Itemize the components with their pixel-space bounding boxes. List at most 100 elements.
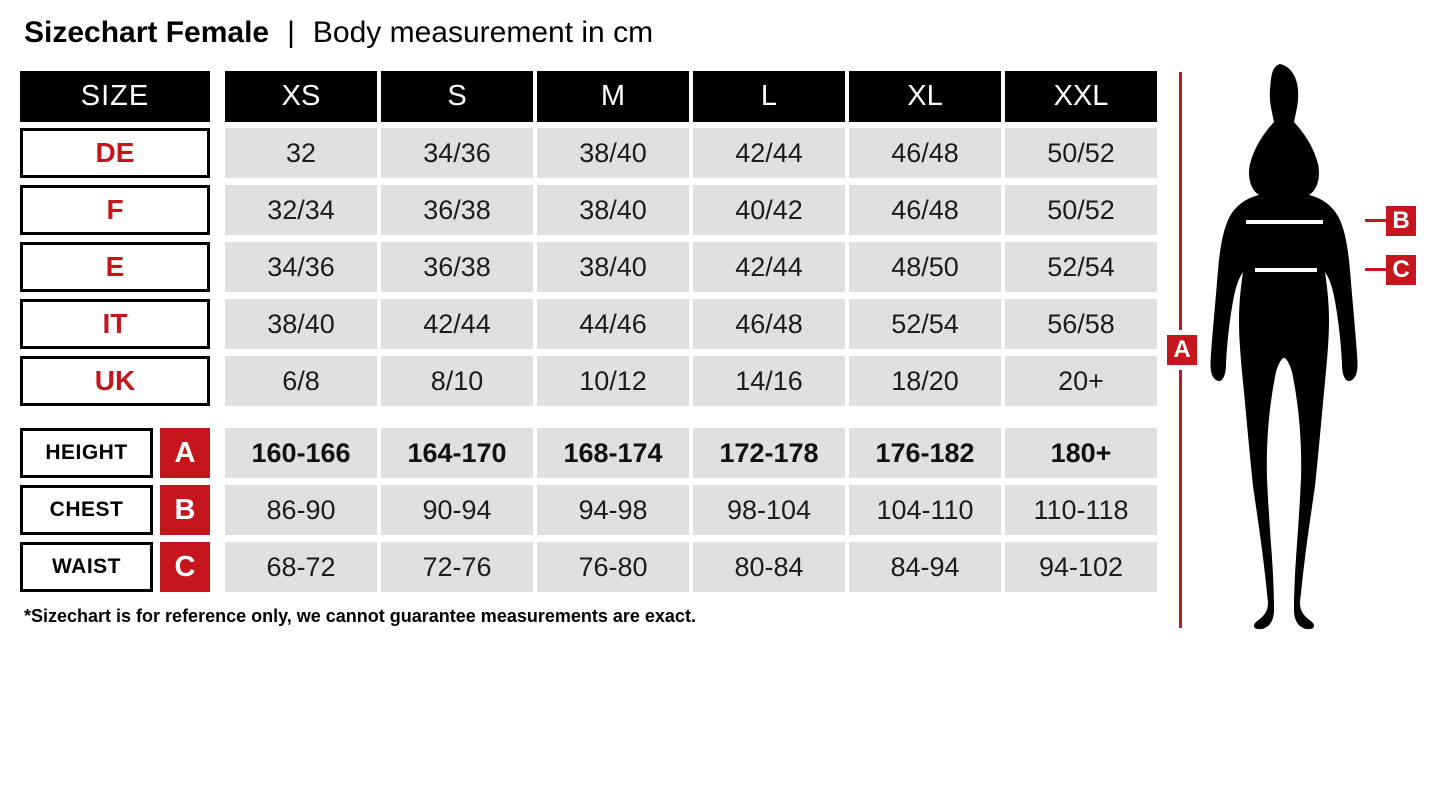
size-value-cell: 46/48 <box>849 128 1001 178</box>
size-value-cell: 52/54 <box>849 299 1001 349</box>
size-value-cell: 38/40 <box>225 299 377 349</box>
size-value-cell: 38/40 <box>537 128 689 178</box>
measure-value-cell: 68-72 <box>225 542 377 592</box>
title-subtitle: Body measurement in cm <box>312 16 654 49</box>
column-header-xxl: XXL <box>1005 71 1157 122</box>
size-value-cell: 56/58 <box>1005 299 1157 349</box>
size-value-cell: 44/46 <box>537 299 689 349</box>
measure-value-cell: 84-94 <box>849 542 1001 592</box>
footnote: *Sizechart is for reference only, we can… <box>24 606 696 626</box>
measure-value-cell: 86-90 <box>225 485 377 535</box>
size-value-cell: 32 <box>225 128 377 178</box>
label-zone: HEIGHT A <box>20 428 210 478</box>
female-silhouette <box>1210 64 1358 630</box>
region-label: IT <box>20 299 210 349</box>
column-header-l: L <box>693 71 845 122</box>
size-value-cell: 18/20 <box>849 356 1001 406</box>
height-line-top-segment <box>1179 72 1182 330</box>
size-value-cell: 10/12 <box>537 356 689 406</box>
label-zone: F <box>20 185 210 235</box>
measure-value-cell: 98-104 <box>693 485 845 535</box>
measure-value-cell: 80-84 <box>693 542 845 592</box>
measurement-letter-badge: A <box>160 428 210 478</box>
size-row-uk: UK 6/8 8/10 10/12 14/16 18/20 20+ <box>20 356 1157 406</box>
chest-marker-badge: B <box>1386 206 1416 236</box>
measure-value-cell: 90-94 <box>381 485 533 535</box>
size-value-cell: 32/34 <box>225 185 377 235</box>
measurement-label: HEIGHT <box>20 428 153 478</box>
measurement-letter-badge: B <box>160 485 210 535</box>
measure-value-cell: 94-102 <box>1005 542 1157 592</box>
size-value-cell: 50/52 <box>1005 128 1157 178</box>
measure-value-cell: 168-174 <box>537 428 689 478</box>
region-label: E <box>20 242 210 292</box>
size-table: SIZE XS S M L XL XXL DE 32 34/36 38/40 42/44 46/48 50… <box>20 71 1157 599</box>
size-value-cell: 8/10 <box>381 356 533 406</box>
measurement-letter-badge: C <box>160 542 210 592</box>
size-value-cell: 36/38 <box>381 185 533 235</box>
measure-value-cell: 104-110 <box>849 485 1001 535</box>
size-value-cell: 42/44 <box>693 242 845 292</box>
label-zone: DE <box>20 128 210 178</box>
measure-value-cell: 110-118 <box>1005 485 1157 535</box>
measure-value-cell: 72-76 <box>381 542 533 592</box>
height-line-bottom-segment <box>1179 370 1182 628</box>
column-header-m: M <box>537 71 689 122</box>
measure-value-cell: 180+ <box>1005 428 1157 478</box>
page-title: Sizechart Female | Body measurement in c… <box>24 16 653 50</box>
table-header-row: SIZE XS S M L XL XXL <box>20 71 1157 122</box>
size-value-cell: 46/48 <box>693 299 845 349</box>
size-value-cell: 52/54 <box>1005 242 1157 292</box>
size-value-cell: 36/38 <box>381 242 533 292</box>
measure-value-cell: 172-178 <box>693 428 845 478</box>
measure-row-height: HEIGHT A 160-166 164-170 168-174 172-178 176-1… <box>20 428 1157 478</box>
column-header-xs: XS <box>225 71 377 122</box>
column-header-xl: XL <box>849 71 1001 122</box>
table-section-spacer <box>20 413 1157 428</box>
size-value-cell: 46/48 <box>849 185 1001 235</box>
label-zone: UK <box>20 356 210 406</box>
waist-pointer-line <box>1365 268 1386 271</box>
title-separator: | <box>287 16 295 49</box>
region-label: DE <box>20 128 210 178</box>
size-value-cell: 42/44 <box>693 128 845 178</box>
measurement-label: CHEST <box>20 485 153 535</box>
title-main: Sizechart Female <box>24 16 270 49</box>
label-zone: IT <box>20 299 210 349</box>
size-value-cell: 14/16 <box>693 356 845 406</box>
measure-value-cell: 160-166 <box>225 428 377 478</box>
size-value-cell: 48/50 <box>849 242 1001 292</box>
region-label: F <box>20 185 210 235</box>
region-label: UK <box>20 356 210 406</box>
label-zone: CHEST B <box>20 485 210 535</box>
column-header-s: S <box>381 71 533 122</box>
size-row-de: DE 32 34/36 38/40 42/44 46/48 50/52 <box>20 128 1157 178</box>
measure-row-waist: WAIST C 68-72 72-76 76-80 80-84 84-94 94-102 <box>20 542 1157 592</box>
measure-value-cell: 76-80 <box>537 542 689 592</box>
chest-pointer-line <box>1365 219 1386 222</box>
measurement-label: WAIST <box>20 542 153 592</box>
silhouette-body-path <box>1210 64 1358 630</box>
size-value-cell: 6/8 <box>225 356 377 406</box>
size-column-header: SIZE <box>20 71 210 122</box>
size-value-cell: 38/40 <box>537 185 689 235</box>
size-value-cell: 40/42 <box>693 185 845 235</box>
size-row-e: E 34/36 36/38 38/40 42/44 48/50 52/54 <box>20 242 1157 292</box>
size-value-cell: 38/40 <box>537 242 689 292</box>
size-value-cell: 34/36 <box>381 128 533 178</box>
size-header-zone: SIZE <box>20 71 210 122</box>
size-row-it: IT 38/40 42/44 44/46 46/48 52/54 56/58 <box>20 299 1157 349</box>
measure-value-cell: 164-170 <box>381 428 533 478</box>
height-marker-badge: A <box>1167 335 1197 365</box>
label-zone: WAIST C <box>20 542 210 592</box>
waist-marker-badge: C <box>1386 255 1416 285</box>
size-value-cell: 50/52 <box>1005 185 1157 235</box>
measure-value-cell: 94-98 <box>537 485 689 535</box>
size-value-cell: 42/44 <box>381 299 533 349</box>
measure-value-cell: 176-182 <box>849 428 1001 478</box>
size-row-f: F 32/34 36/38 38/40 40/42 46/48 50/52 <box>20 185 1157 235</box>
size-value-cell: 20+ <box>1005 356 1157 406</box>
size-value-cell: 34/36 <box>225 242 377 292</box>
label-zone: E <box>20 242 210 292</box>
